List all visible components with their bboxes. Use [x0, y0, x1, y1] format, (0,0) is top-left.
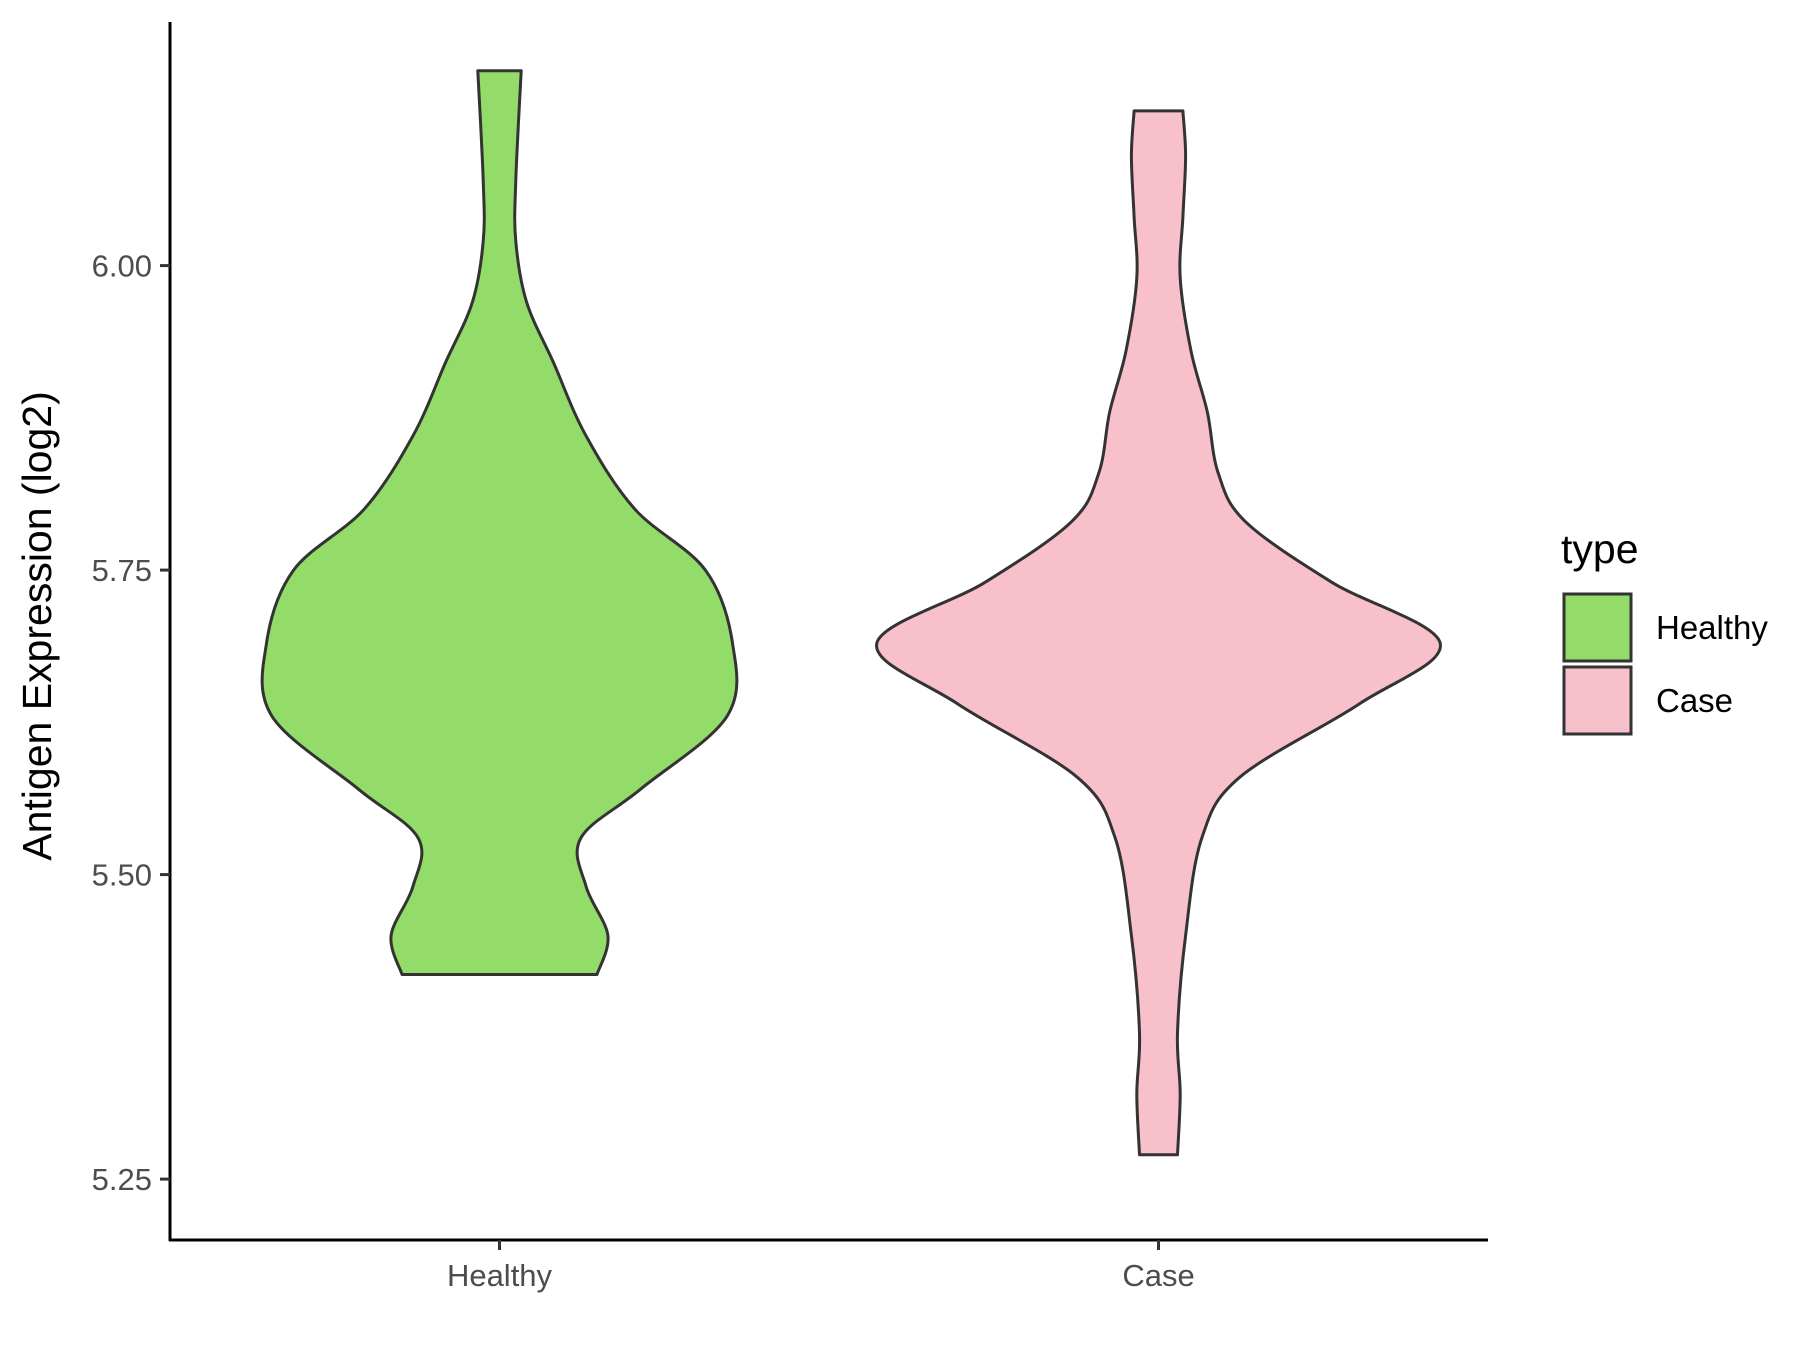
violin-case	[875, 109, 1442, 1157]
y-tick-label: 5.50	[92, 858, 152, 893]
x-tick-label: Healthy	[447, 1258, 553, 1293]
violin-healthy	[260, 69, 739, 976]
y-tick-label: 5.75	[92, 553, 152, 588]
legend-label: Healthy	[1656, 609, 1768, 646]
y-tick-label: 6.00	[92, 249, 152, 284]
violin-group	[260, 69, 1442, 1157]
legend-swatch-case	[1562, 665, 1633, 736]
axes: 5.25 5.50 5.75 6.00 Healthy Case	[92, 22, 1488, 1293]
legend-title: type	[1561, 526, 1639, 572]
legend-label: Case	[1656, 682, 1733, 719]
x-tick-label: Case	[1122, 1258, 1194, 1293]
legend: type Healthy Case	[1561, 526, 1768, 736]
legend-swatch-healthy	[1562, 592, 1633, 663]
y-axis-title: Antigen Expression (log2)	[14, 391, 60, 860]
y-tick-label: 5.25	[92, 1162, 152, 1197]
